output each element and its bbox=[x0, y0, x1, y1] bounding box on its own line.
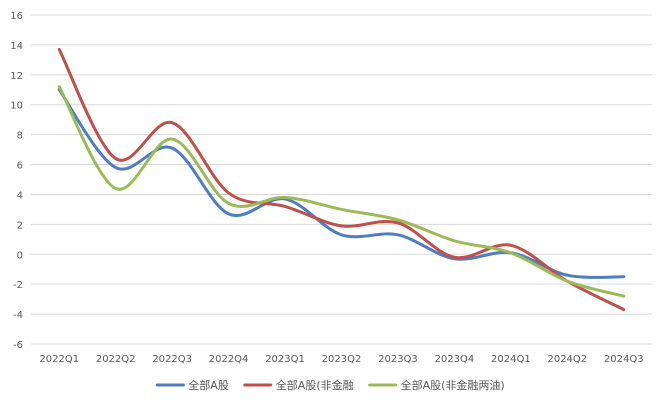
legend-label: 全部A股 bbox=[188, 378, 229, 392]
series-line-3 bbox=[57, 85, 626, 298]
x-tick-label: 2023Q2 bbox=[322, 354, 362, 365]
legend: 全部A股 全部A股(非金融 全部A股(非金融两油) bbox=[155, 378, 505, 392]
x-tick-label: 2022Q4 bbox=[209, 354, 249, 365]
y-tick-label: 16 bbox=[10, 11, 23, 22]
legend-item-2: 全部A股(非金融 bbox=[243, 378, 354, 392]
y-tick-label: 14 bbox=[10, 41, 23, 52]
y-tick-label: 6 bbox=[17, 161, 23, 172]
x-tick-label: 2023Q4 bbox=[435, 354, 475, 365]
x-tick-label: 2022Q1 bbox=[39, 354, 79, 365]
y-tick-label: -6 bbox=[13, 340, 23, 351]
legend-item-1: 全部A股 bbox=[155, 378, 229, 392]
y-tick-label: 2 bbox=[17, 220, 23, 231]
x-tick-label: 2022Q3 bbox=[152, 354, 192, 365]
series-lines bbox=[57, 47, 626, 312]
legend-label: 全部A股(非金融两油) bbox=[401, 378, 505, 392]
y-tick-label: 8 bbox=[17, 131, 23, 142]
x-tick-label: 2022Q2 bbox=[96, 354, 136, 365]
y-tick-label: -4 bbox=[13, 310, 23, 321]
series-line-2 bbox=[57, 47, 626, 312]
x-tick-label: 2024Q3 bbox=[604, 354, 644, 365]
y-tick-label: 10 bbox=[10, 101, 23, 112]
y-tick-label: 0 bbox=[17, 250, 23, 261]
y-tick-label: 4 bbox=[17, 190, 23, 201]
y-tick-label: -2 bbox=[13, 280, 23, 291]
gridlines bbox=[31, 14, 652, 345]
x-tick-label: 2024Q2 bbox=[547, 354, 587, 365]
y-tick-label: 12 bbox=[10, 71, 23, 82]
x-tick-label: 2023Q1 bbox=[265, 354, 305, 365]
legend-label: 全部A股(非金融 bbox=[276, 378, 354, 392]
series-line-1 bbox=[57, 88, 626, 279]
legend-item-3: 全部A股(非金融两油) bbox=[368, 378, 505, 392]
x-axis-ticks: 2022Q1 2022Q2 2022Q3 2022Q4 2023Q1 2023Q2 2023… bbox=[39, 354, 643, 365]
x-tick-label: 2023Q3 bbox=[378, 354, 418, 365]
x-tick-label: 2024Q1 bbox=[491, 354, 531, 365]
y-axis-ticks: -6 -4 -2 0 2 4 6 8 10 12 14 16 bbox=[10, 11, 23, 351]
